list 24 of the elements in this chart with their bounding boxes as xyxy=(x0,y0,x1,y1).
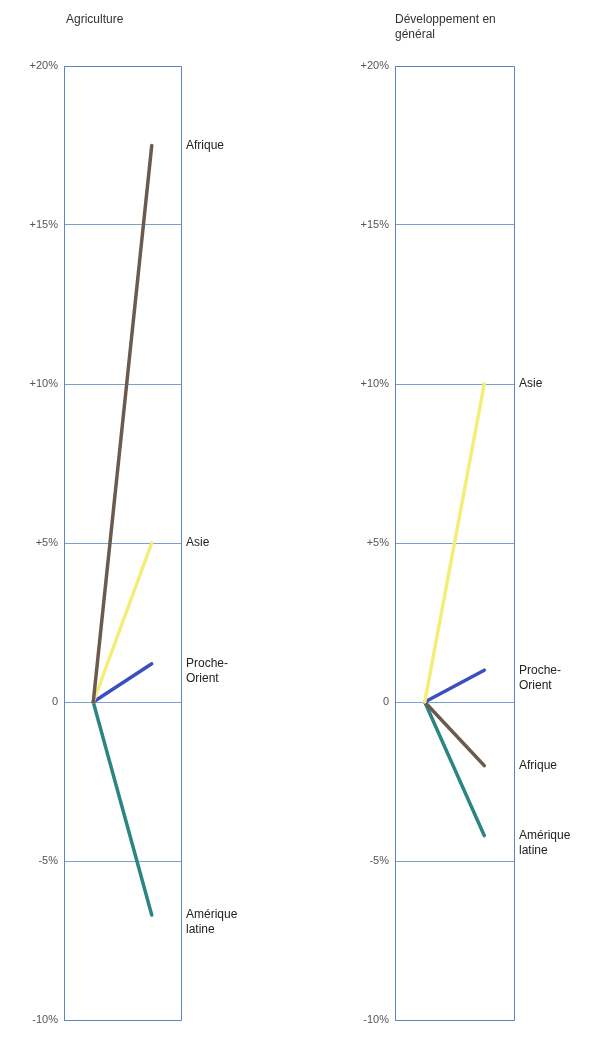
y-tick-label: -10% xyxy=(363,1013,390,1026)
y-tick-label: +20% xyxy=(360,59,390,72)
y-tick-label: +5% xyxy=(35,536,59,549)
text: Asie xyxy=(519,376,543,391)
chart-title: Développement en général xyxy=(395,12,497,42)
y-tick-label: +10% xyxy=(360,377,390,390)
text: Amérique latine xyxy=(519,827,571,857)
text: Proche-Orient xyxy=(519,662,562,692)
y-tick-label: +15% xyxy=(360,218,390,231)
text: Afrique xyxy=(186,137,225,152)
y-tick-label: 0 xyxy=(382,695,389,708)
text: Asie xyxy=(186,535,210,550)
y-tick-label: -10% xyxy=(32,1013,59,1026)
chart-title: Agriculture xyxy=(66,12,125,27)
y-tick-label: 0 xyxy=(51,695,58,708)
text: Afrique xyxy=(519,757,558,772)
text: Amérique latine xyxy=(186,907,238,937)
y-tick-label: -5% xyxy=(38,854,59,867)
text: Proche-Orient xyxy=(186,656,229,686)
y-tick-label: +15% xyxy=(29,218,59,231)
y-tick-label: +20% xyxy=(29,59,59,72)
y-tick-label: +5% xyxy=(366,536,390,549)
y-tick-label: +10% xyxy=(29,377,59,390)
y-tick-label: -5% xyxy=(369,854,390,867)
